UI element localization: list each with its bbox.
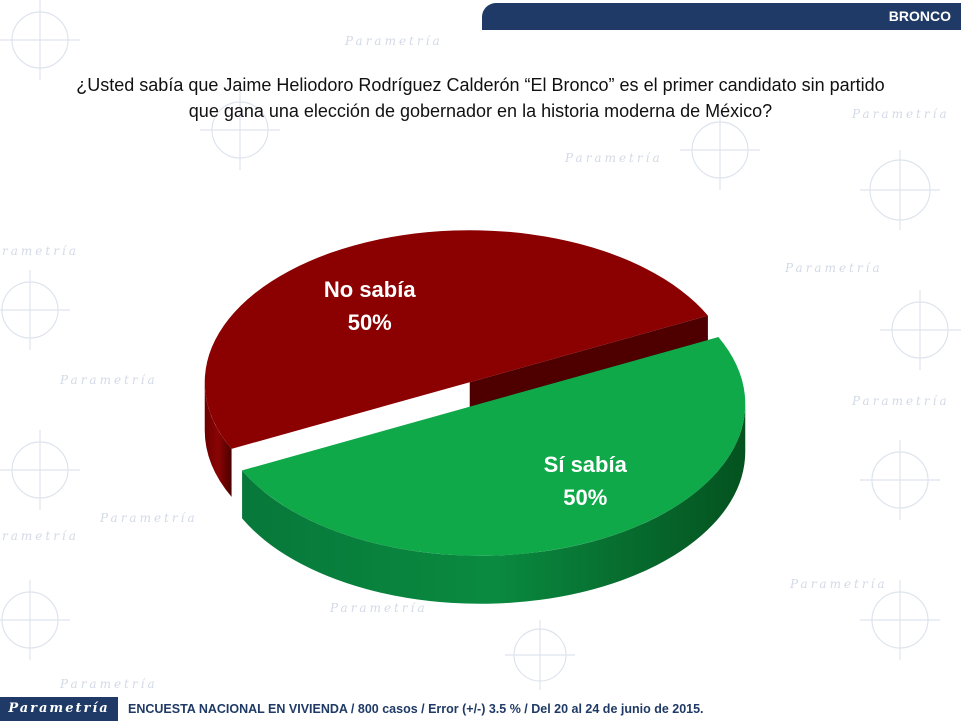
slice-si-sabia-label: Sí sabía xyxy=(544,452,628,477)
survey-note: ENCUESTA NACIONAL EN VIVIENDA / 800 caso… xyxy=(128,702,704,716)
question-line-2: que gana una elección de gobernador en l… xyxy=(188,101,773,121)
svg-text:rametría: rametría xyxy=(2,529,79,543)
question-line-1: ¿Usted sabía que Jaime Heliodoro Rodrígu… xyxy=(76,75,885,95)
svg-text:Parametría: Parametría xyxy=(59,677,158,691)
svg-text:Parametría: Parametría xyxy=(344,34,443,48)
slice-si-sabia-top xyxy=(242,337,746,556)
svg-text:Parametría: Parametría xyxy=(789,577,888,591)
slice-si-sabia-value: 50% xyxy=(563,485,607,510)
svg-text:Parametría: Parametría xyxy=(59,373,158,387)
svg-text:Parametría: Parametría xyxy=(99,511,198,525)
slice-no-sabia-value: 50% xyxy=(348,310,392,335)
svg-text:Parametría: Parametría xyxy=(851,107,950,121)
svg-text:Parametría: Parametría xyxy=(329,601,428,615)
svg-text:rametría: rametría xyxy=(2,244,79,258)
topic-tag: BRONCO xyxy=(482,3,961,30)
svg-text:Parametría: Parametría xyxy=(784,261,883,275)
question-title: ¿Usted sabía que Jaime Heliodoro Rodrígu… xyxy=(20,72,941,124)
slice-no-sabia-side xyxy=(204,382,232,497)
svg-text:Parametría: Parametría xyxy=(564,151,663,165)
svg-text:Parametría: Parametría xyxy=(851,394,950,408)
slice-no-sabia-top xyxy=(204,230,708,449)
parametria-logo: Parametría xyxy=(0,697,118,721)
slice-si-sabia: Sí sabía 50% xyxy=(242,337,746,604)
slice-no-sabia-label: No sabía xyxy=(324,277,416,302)
slice-si-sabia-side xyxy=(242,403,746,604)
